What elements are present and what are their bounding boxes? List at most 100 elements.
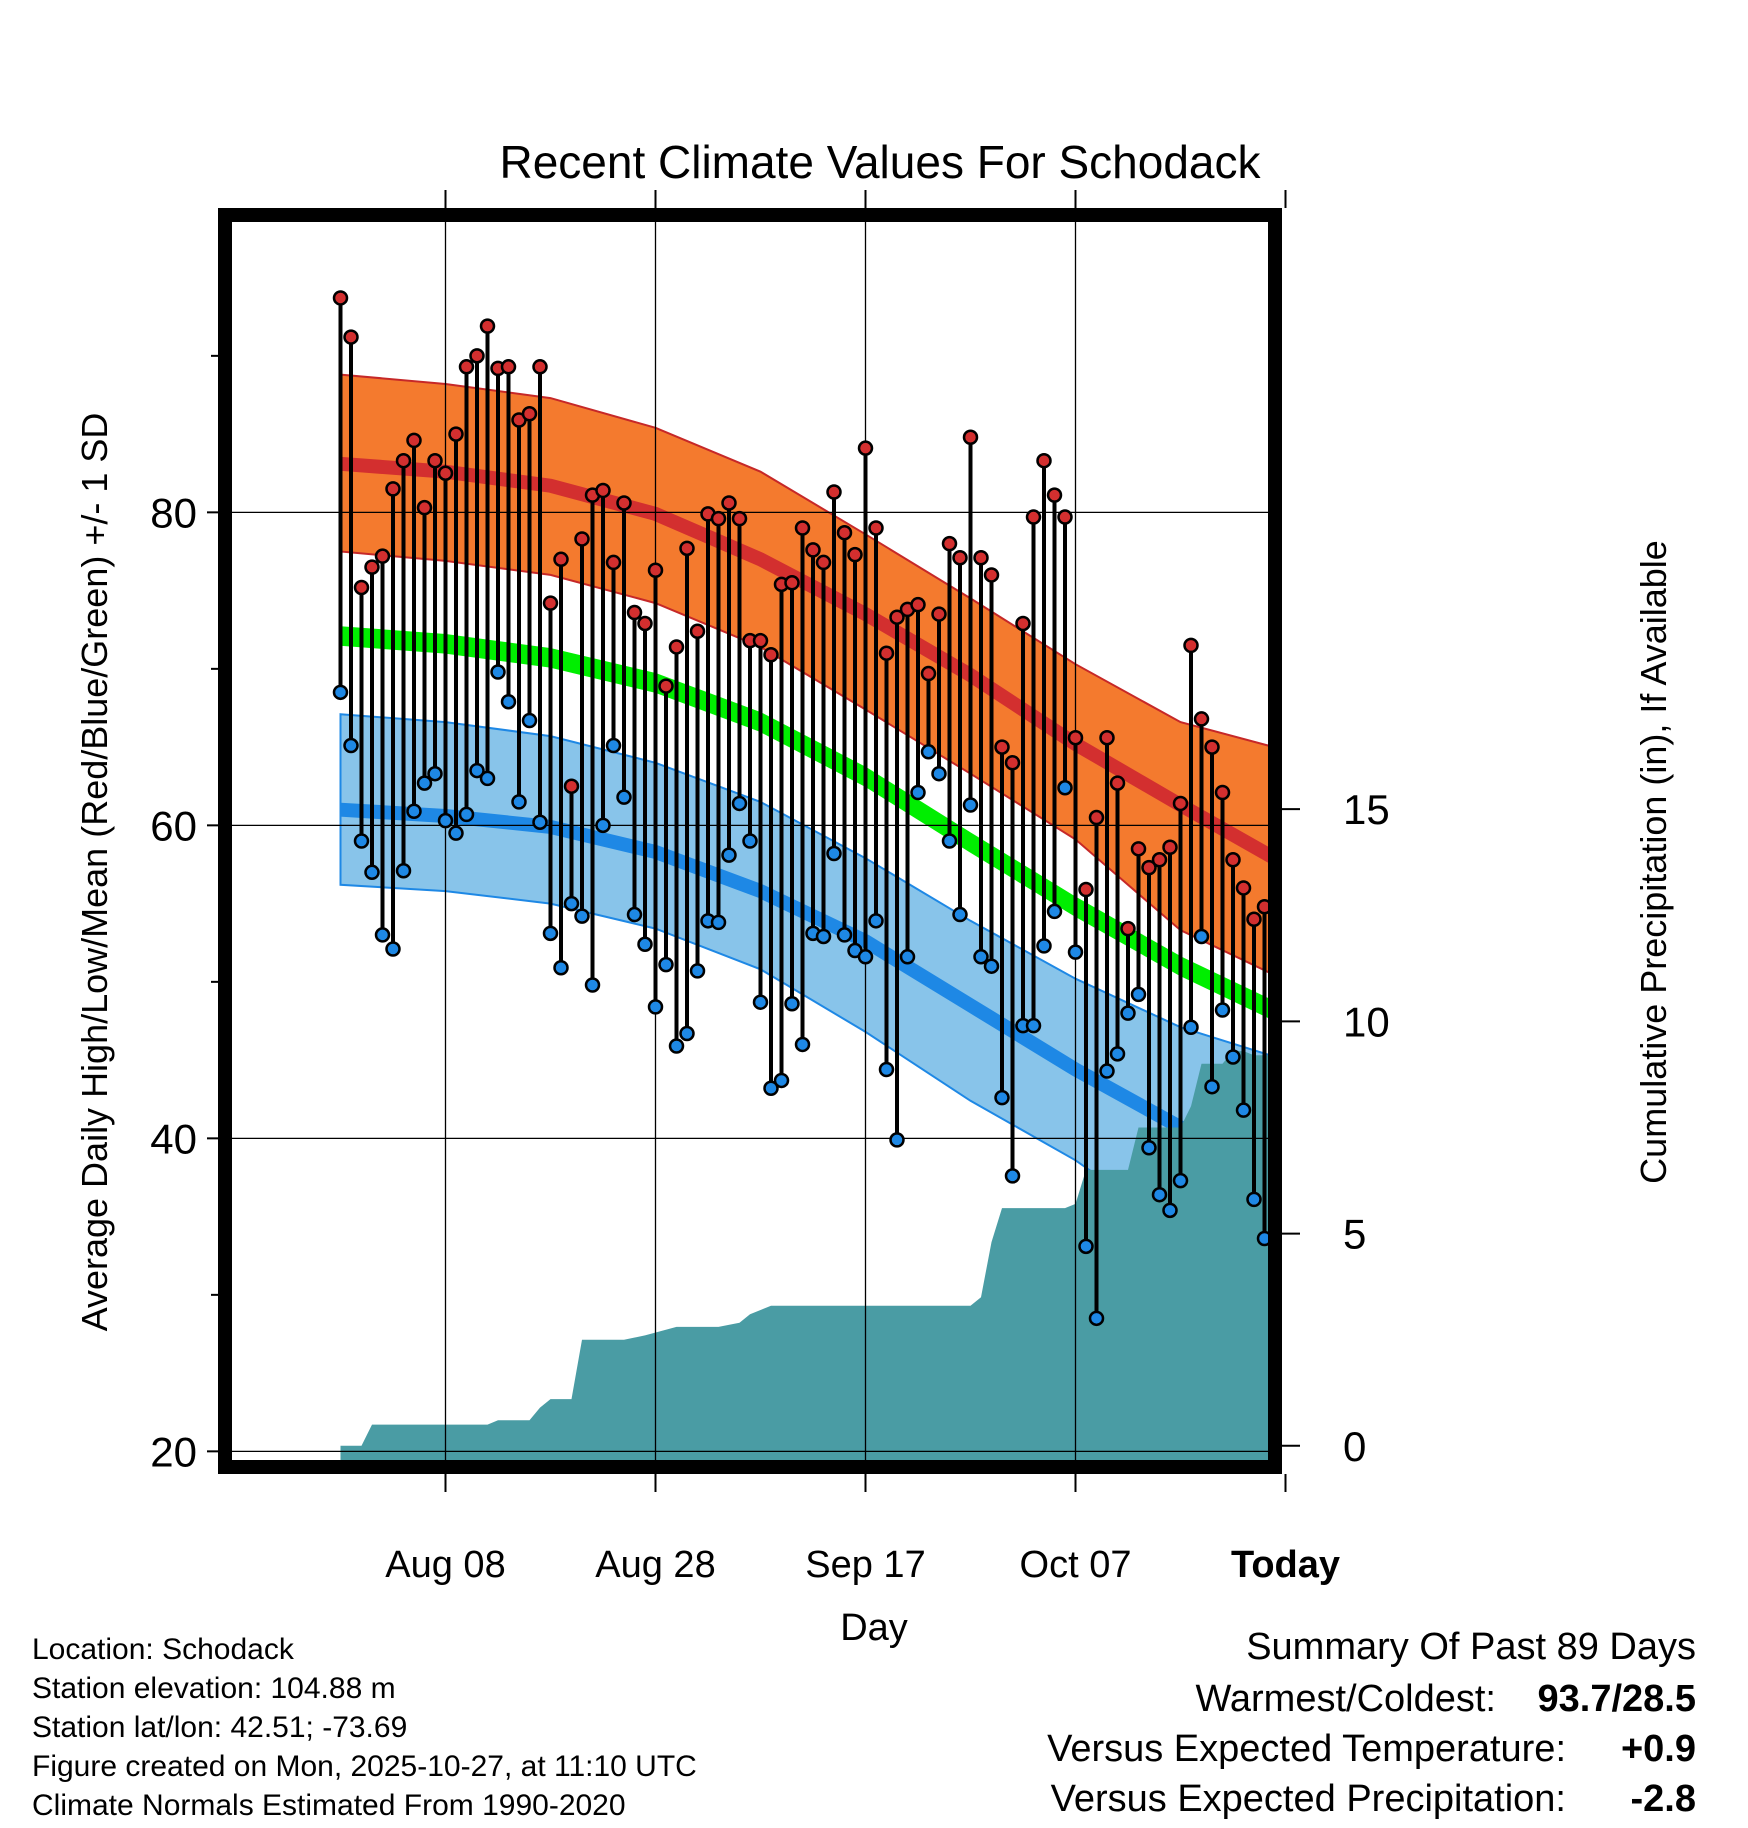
high-temp-point (1036, 452, 1052, 469)
low-temp-point (910, 784, 926, 801)
high-temp-point (763, 647, 779, 663)
plot-area: 90 Days 20 40 60 80 0 5 10 15 Aug 08 Aug 28 Sep 17 Oc… (150, 190, 1390, 1586)
station-elevation: Station elevation: 104.88 m (32, 1672, 396, 1705)
y-tick-label: 40 (150, 1115, 197, 1162)
high-temp-point (1225, 852, 1241, 868)
high-temp-point (1193, 711, 1210, 727)
high-temp-point (1120, 920, 1136, 937)
low-temp-point (889, 1132, 905, 1148)
high-temp-point (626, 604, 643, 621)
high-temp-point (1057, 509, 1073, 525)
low-temp-point (1130, 986, 1147, 1003)
precip-anomaly-label: Versus Expected Precipitation: (1051, 1778, 1566, 1820)
high-temp-point (1078, 881, 1094, 898)
low-temp-point (416, 775, 433, 791)
y2-tick-label: 5 (1343, 1211, 1366, 1258)
low-temp-point (752, 994, 769, 1010)
y2-axis-label: Cumulative Precipitation (in), If Availa… (1633, 540, 1674, 1184)
low-temp-point (469, 762, 485, 779)
summary-heading: Summary Of Past 89 Days (1246, 1626, 1696, 1668)
low-temp-point (332, 684, 349, 701)
high-temp-point (910, 596, 926, 613)
low-temp-point (395, 862, 412, 879)
x-tick-label: Oct 07 (1020, 1544, 1132, 1586)
high-temp-point (815, 554, 832, 571)
high-temp-point (658, 678, 674, 694)
high-temp-point (637, 615, 653, 632)
low-temp-point (710, 914, 727, 931)
high-temp-point (364, 559, 380, 575)
low-temp-point (448, 825, 464, 841)
high-temp-point (868, 520, 884, 536)
high-temp-point (878, 645, 895, 661)
precip-anomaly-value: -2.8 (1631, 1778, 1696, 1820)
high-normal-band (339, 373, 1275, 977)
low-temp-point (343, 737, 359, 754)
low-temp-point (973, 949, 989, 965)
low-temp-point (1120, 1005, 1136, 1021)
high-temp-point (710, 510, 727, 527)
y2-tick-label: 10 (1343, 998, 1390, 1045)
warmest-coldest-value: 93.7/28.5 (1538, 1678, 1696, 1720)
low-temp-point (1172, 1172, 1189, 1189)
low-temp-point (794, 1036, 811, 1053)
low-temp-point (584, 977, 601, 993)
low-temp-point (920, 744, 937, 760)
high-temp-point (1204, 739, 1220, 755)
high-temp-point (469, 348, 485, 364)
high-temp-point (1235, 880, 1252, 896)
station-info: Location: Schodack Station elevation: 10… (32, 1633, 697, 1822)
high-temp-point (395, 452, 412, 469)
high-temp-point (983, 567, 1000, 583)
high-temp-point (731, 510, 748, 527)
low-temp-point (1141, 1139, 1157, 1156)
low-temp-point (532, 814, 548, 830)
low-temp-point (1109, 1046, 1126, 1062)
low-temp-point (458, 806, 475, 823)
climate-normals-source: Climate Normals Estimated From 1990-2020 (32, 1789, 626, 1822)
low-temp-point (868, 913, 884, 929)
high-temp-point (1046, 487, 1063, 503)
low-temp-point (427, 765, 443, 782)
low-temp-point (962, 797, 979, 813)
low-temp-point (553, 960, 569, 976)
low-temp-point (437, 812, 454, 829)
low-temp-point (490, 664, 506, 680)
low-temp-point (742, 833, 758, 849)
high-temp-point (1151, 852, 1168, 868)
high-temp-point (458, 359, 475, 375)
high-temp-point (721, 495, 737, 511)
high-temp-point (647, 562, 664, 579)
high-temp-point (574, 531, 590, 547)
high-temp-point (500, 359, 517, 375)
low-temp-point (931, 765, 947, 782)
high-temp-point (994, 739, 1010, 755)
low-temp-point (479, 770, 496, 787)
low-temp-point (836, 927, 853, 943)
high-temp-point (532, 359, 548, 375)
low-temp-point (815, 928, 832, 945)
high-temp-point (542, 595, 559, 611)
high-temp-point (521, 406, 538, 422)
high-temp-point (1214, 784, 1231, 801)
low-temp-point (763, 1080, 779, 1097)
chart-title: Recent Climate Values For Schodack (499, 136, 1261, 188)
high-temp-point (406, 432, 422, 449)
low-temp-point (878, 1061, 895, 1078)
low-temp-point (500, 693, 517, 710)
low-normal-band (339, 713, 1275, 1273)
low-temp-point (1004, 1168, 1021, 1184)
high-temp-point (784, 575, 800, 591)
high-temp-point (847, 546, 863, 563)
high-temp-point (1004, 755, 1021, 771)
high-temp-point (1183, 637, 1199, 654)
high-temp-point (668, 639, 685, 655)
low-temp-point (731, 795, 748, 812)
high-temp-point (1141, 859, 1157, 876)
low-temp-point (605, 737, 622, 754)
low-temp-point (1057, 780, 1073, 796)
high-temp-point (595, 482, 611, 499)
figure-created: Figure created on Mon, 2025-10-27, at 11… (32, 1750, 697, 1783)
precip-area (340, 1051, 1275, 1467)
x-tick-label: Aug 08 (385, 1544, 505, 1586)
